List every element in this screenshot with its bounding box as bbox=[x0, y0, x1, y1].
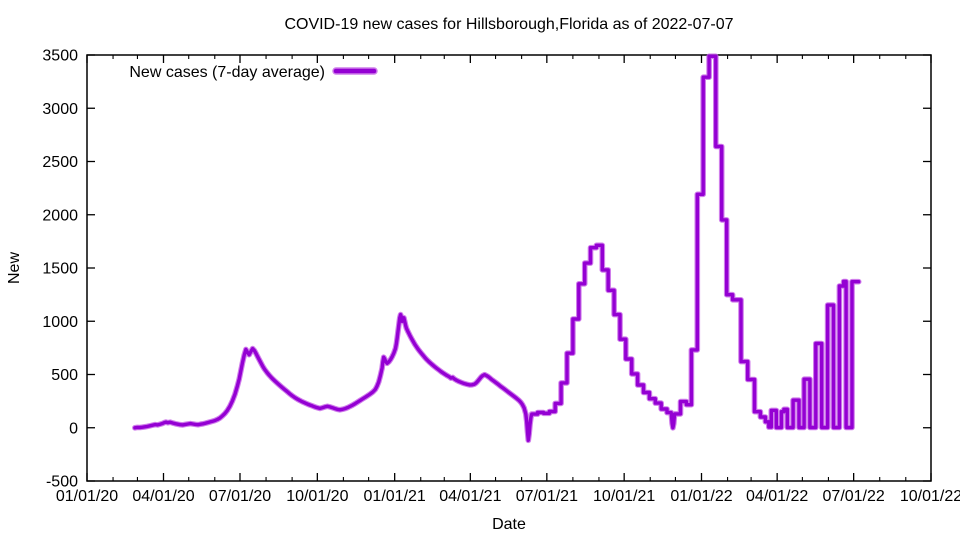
series-line bbox=[133, 54, 861, 442]
x-tick-label: 10/01/22 bbox=[900, 488, 960, 505]
plot-border bbox=[86, 54, 932, 482]
y-tick-label: 3000 bbox=[42, 101, 78, 118]
x-tick-label: 01/01/21 bbox=[364, 488, 426, 505]
y-tick-label: 2000 bbox=[42, 207, 78, 224]
y-tick-label: 0 bbox=[69, 420, 78, 437]
y-tick-label: 2500 bbox=[42, 154, 78, 171]
x-tick-label: 10/01/20 bbox=[286, 488, 348, 505]
x-tick-label: 07/01/21 bbox=[516, 488, 578, 505]
y-axis-title: New bbox=[6, 252, 23, 284]
chart-title: COVID-19 new cases for Hillsborough,Flor… bbox=[284, 16, 733, 33]
y-tick-label: 1000 bbox=[42, 314, 78, 331]
x-tick-label: 01/01/20 bbox=[56, 488, 118, 505]
y-tick-label: 3500 bbox=[42, 48, 78, 65]
x-tick-label: 10/01/21 bbox=[593, 488, 655, 505]
x-tick-label: 01/01/22 bbox=[670, 488, 732, 505]
x-tick-label: 07/01/20 bbox=[209, 488, 271, 505]
legend-label: New cases (7-day average) bbox=[129, 64, 325, 81]
y-tick-label: -500 bbox=[46, 474, 78, 491]
y-tick-label: 1500 bbox=[42, 261, 78, 278]
x-tick-label: 04/01/22 bbox=[746, 488, 808, 505]
y-tick-label: 500 bbox=[51, 367, 78, 384]
x-tick-label: 04/01/20 bbox=[132, 488, 194, 505]
data-series-line bbox=[132, 53, 862, 444]
x-tick-label: 04/01/21 bbox=[439, 488, 501, 505]
tick-label-group: 01/01/20 04/01/20 07/01/20 10/01/20 01/01/21… bbox=[42, 48, 960, 506]
x-tick-label: 07/01/22 bbox=[823, 488, 885, 505]
x-axis-title: Date bbox=[492, 516, 526, 533]
